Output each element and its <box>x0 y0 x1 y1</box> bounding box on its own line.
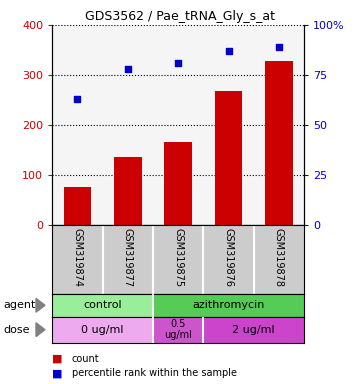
Text: 0 ug/ml: 0 ug/ml <box>81 324 124 335</box>
Bar <box>203 317 304 343</box>
Text: 0.5
ug/ml: 0.5 ug/ml <box>164 319 192 341</box>
Bar <box>153 294 304 317</box>
Bar <box>64 187 91 225</box>
Point <box>226 48 231 54</box>
Text: GSM319878: GSM319878 <box>274 228 284 287</box>
Point <box>175 60 181 66</box>
Bar <box>52 317 153 343</box>
Text: count: count <box>72 354 100 364</box>
Text: dose: dose <box>4 324 30 335</box>
Bar <box>52 294 153 317</box>
Bar <box>215 91 243 225</box>
Text: agent: agent <box>4 300 36 310</box>
Polygon shape <box>36 323 45 336</box>
Text: control: control <box>83 300 122 310</box>
Point <box>125 66 131 72</box>
Text: ■: ■ <box>52 368 63 378</box>
Text: percentile rank within the sample: percentile rank within the sample <box>72 368 237 378</box>
Text: 2 ug/ml: 2 ug/ml <box>233 324 275 335</box>
Text: GSM319877: GSM319877 <box>123 228 133 287</box>
Text: GSM319876: GSM319876 <box>224 228 234 287</box>
Text: GDS3562 / Pae_tRNA_Gly_s_at: GDS3562 / Pae_tRNA_Gly_s_at <box>85 10 275 23</box>
Point <box>75 96 80 102</box>
Bar <box>265 61 293 225</box>
Text: azithromycin: azithromycin <box>192 300 265 310</box>
Polygon shape <box>36 298 45 312</box>
Bar <box>114 157 142 225</box>
Text: GSM319875: GSM319875 <box>173 228 183 287</box>
Text: ■: ■ <box>52 354 63 364</box>
Bar <box>165 142 192 225</box>
Point <box>276 44 282 50</box>
Text: GSM319874: GSM319874 <box>72 228 82 287</box>
Bar <box>153 317 203 343</box>
